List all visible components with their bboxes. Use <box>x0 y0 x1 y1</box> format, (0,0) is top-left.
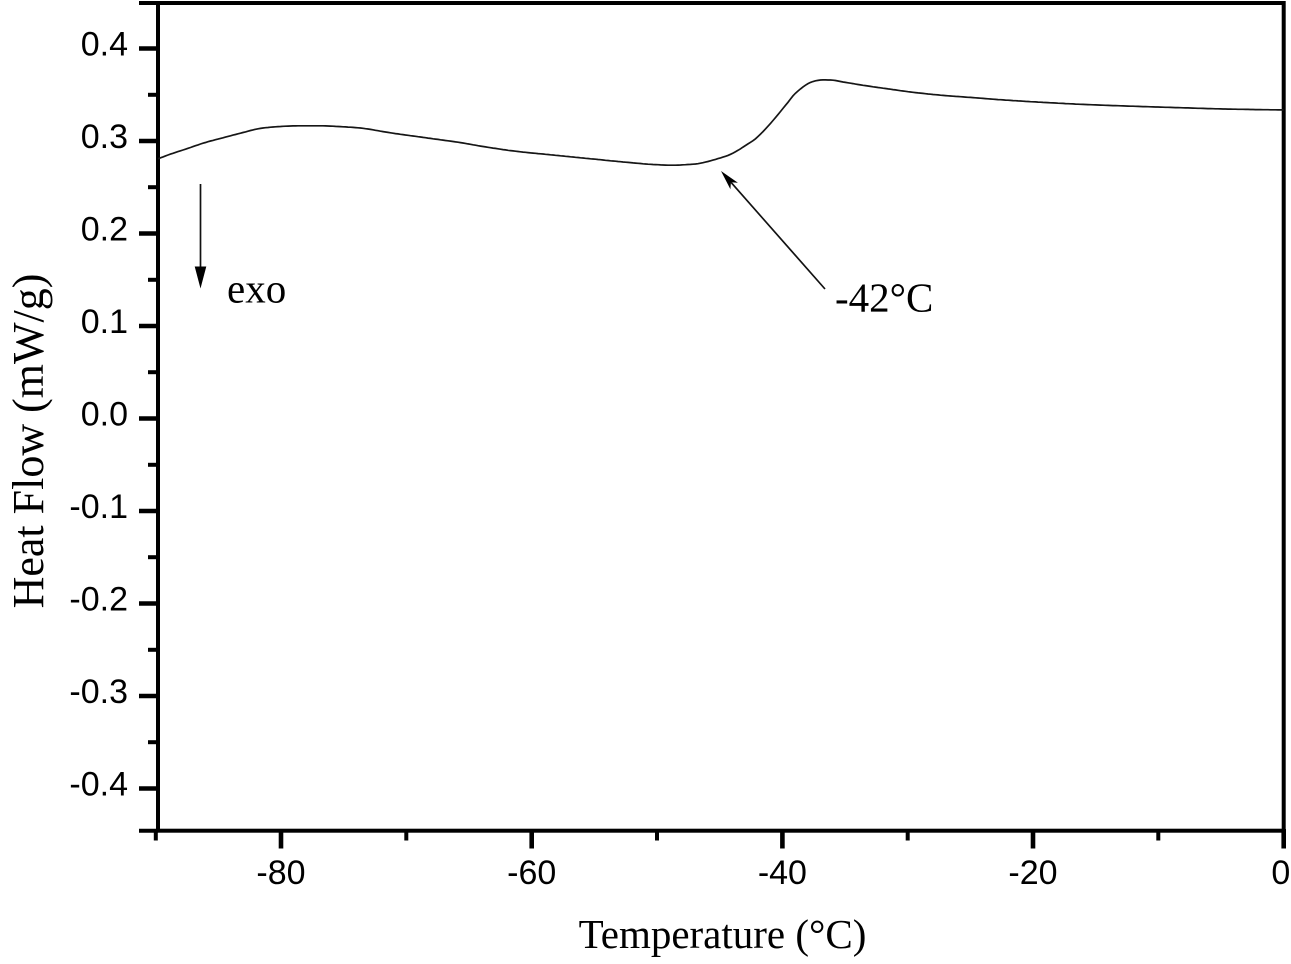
svg-text:-0.3: -0.3 <box>69 673 128 711</box>
svg-text:-0.1: -0.1 <box>69 488 128 526</box>
svg-text:-60: -60 <box>507 854 556 892</box>
svg-text:0.2: 0.2 <box>81 210 128 248</box>
svg-text:0.3: 0.3 <box>81 118 128 156</box>
svg-text:Temperature (°C): Temperature (°C) <box>579 911 867 957</box>
svg-text:-42°C: -42°C <box>835 275 933 321</box>
svg-text:-40: -40 <box>758 854 807 892</box>
svg-text:0.1: 0.1 <box>81 303 128 341</box>
svg-text:0.0: 0.0 <box>81 395 128 433</box>
svg-text:exo: exo <box>227 266 286 312</box>
svg-text:0: 0 <box>1271 854 1290 892</box>
svg-text:0.4: 0.4 <box>81 25 128 63</box>
svg-text:-0.4: -0.4 <box>69 765 128 803</box>
svg-text:-0.2: -0.2 <box>69 580 128 618</box>
svg-text:Heat Flow (mW/g): Heat Flow (mW/g) <box>4 274 53 609</box>
svg-text:-20: -20 <box>1008 854 1057 892</box>
svg-text:-80: -80 <box>256 854 305 892</box>
